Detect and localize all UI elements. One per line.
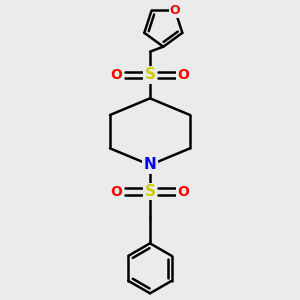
Text: O: O (170, 4, 180, 17)
Text: O: O (111, 68, 123, 82)
Text: S: S (145, 68, 155, 82)
Text: O: O (177, 68, 189, 82)
Text: N: N (144, 158, 156, 172)
Text: O: O (177, 185, 189, 199)
Text: S: S (145, 184, 155, 199)
Text: O: O (111, 185, 123, 199)
